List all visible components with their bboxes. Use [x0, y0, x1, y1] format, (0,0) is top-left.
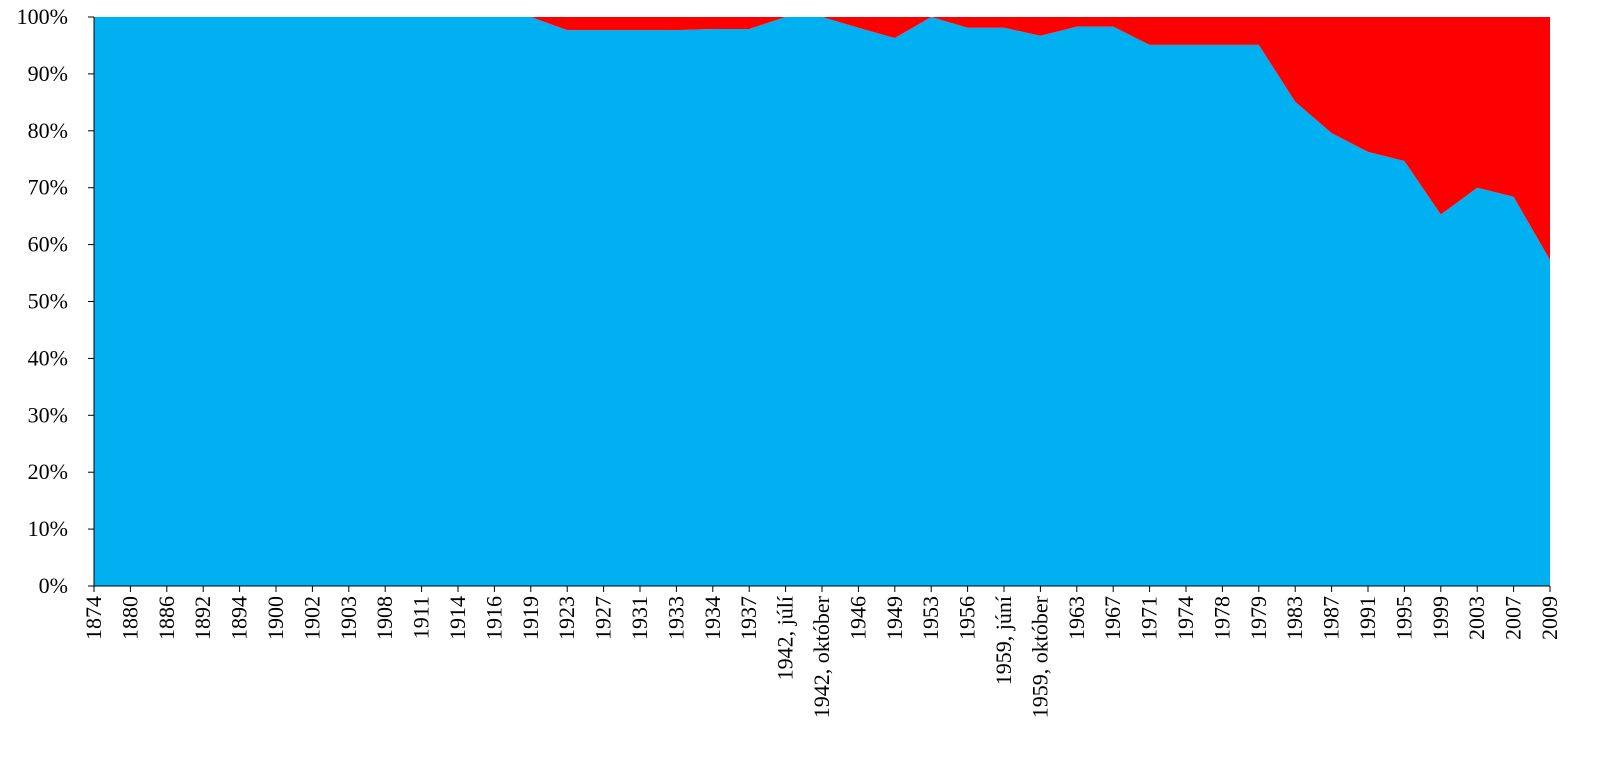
area-series-1: [94, 17, 1550, 586]
y-tick-label: 40%: [28, 345, 68, 370]
x-tick-label: 1914: [445, 596, 470, 640]
x-axis-ticks: 1874 1880 1886 1892 1894 1900 1902 1903 1908 1911…: [81, 586, 1562, 718]
y-tick-label: 20%: [28, 459, 68, 484]
x-tick-label: 1908: [372, 596, 397, 640]
x-tick-label: 1987: [1319, 596, 1344, 640]
y-tick-label: 100%: [17, 4, 68, 29]
x-tick-label: 1967: [1100, 596, 1125, 640]
x-tick-label: 1886: [154, 596, 179, 640]
x-tick-label: 1946: [845, 596, 870, 640]
x-tick-label: 1956: [955, 596, 980, 640]
x-tick-label: 1911: [409, 596, 434, 639]
x-tick-label: 1937: [736, 596, 761, 640]
y-tick-label: 30%: [28, 402, 68, 427]
x-tick-label: 1903: [336, 596, 361, 640]
x-tick-label: 1953: [918, 596, 943, 640]
y-tick-label: 60%: [28, 232, 68, 257]
y-tick-label: 50%: [28, 289, 68, 314]
x-tick-label: 1983: [1282, 596, 1307, 640]
y-axis-ticks: 0% 10% 20% 30% 40% 50% 60% 70% 80% 90% 100%: [17, 4, 94, 598]
x-tick-label: 1874: [81, 596, 106, 640]
x-tick-label: 1902: [299, 596, 324, 640]
x-tick-label: 1892: [190, 596, 215, 640]
x-tick-label: 1991: [1355, 596, 1380, 640]
x-tick-label: 1978: [1209, 596, 1234, 640]
x-tick-label: 2003: [1464, 596, 1489, 640]
x-tick-label: 1979: [1246, 596, 1271, 640]
y-tick-label: 10%: [28, 516, 68, 541]
x-tick-label: 1959, október: [1027, 595, 1052, 718]
x-tick-label: 1931: [627, 596, 652, 640]
x-tick-label: 1959, júní: [991, 596, 1016, 685]
area-layer: [94, 17, 1550, 586]
x-tick-label: 2007: [1501, 596, 1526, 640]
y-tick-label: 0%: [39, 573, 68, 598]
x-tick-label: 1942, október: [809, 595, 834, 718]
x-tick-label: 1927: [591, 596, 616, 640]
x-tick-label: 1999: [1428, 596, 1453, 640]
x-tick-label: 1880: [117, 596, 142, 640]
x-tick-label: 1974: [1173, 596, 1198, 640]
x-tick-label: 1923: [554, 596, 579, 640]
x-tick-label: 1919: [518, 596, 543, 640]
x-tick-label: 1995: [1391, 596, 1416, 640]
x-tick-label: 2009: [1537, 596, 1562, 640]
x-tick-label: 1971: [1137, 596, 1162, 640]
x-tick-label: 1900: [263, 596, 288, 640]
y-tick-label: 90%: [28, 61, 68, 86]
x-tick-label: 1916: [481, 596, 506, 640]
y-tick-label: 70%: [28, 175, 68, 200]
x-tick-label: 1949: [882, 596, 907, 640]
x-tick-label: 1963: [1064, 596, 1089, 640]
x-tick-label: 1942, júlí: [773, 596, 798, 680]
x-tick-label: 1894: [227, 596, 252, 640]
x-tick-label: 1934: [700, 596, 725, 640]
area-series-2: [94, 17, 1550, 260]
y-tick-label: 80%: [28, 118, 68, 143]
x-tick-label: 1933: [663, 596, 688, 640]
